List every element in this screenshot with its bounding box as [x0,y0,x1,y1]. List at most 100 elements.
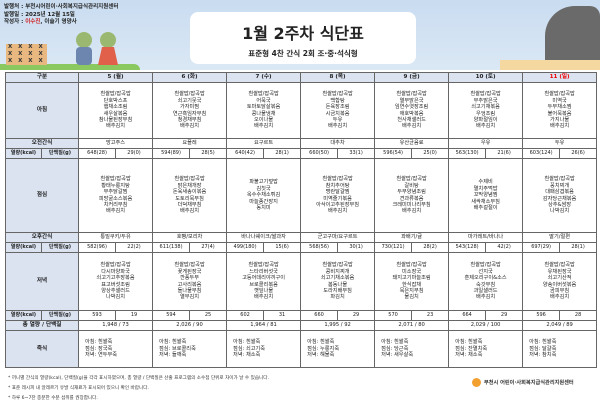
menu-item: 열무김치 [179,294,200,301]
menu-item: 청경채무침 [177,116,202,123]
menu-item: 치커리무침 [103,201,128,208]
pm-snack-item: 호빵/보리차 [152,232,228,243]
am-snack-item: 대추차 [300,138,376,149]
menu-item: 배추겉절이 [473,205,498,212]
kcal-value: 594 [152,310,191,321]
menu-item: 아삭이고추된장무침 [316,201,360,208]
am-snack-item: 두유 [522,138,598,149]
menu-item: 어묵국 [256,97,271,104]
menu-item: 피망굴소스볶음 [98,195,133,202]
total-value: 1,964 / 81 [226,320,302,331]
dinner-menu: 흰쌀밥/잡곡밥 미소장국 돼지고기마늘조림 한식잡채 묵은지무침 물김치 [374,252,450,311]
header-banner: 발행처 : 부천시어린이·사회복지급식관리지원센터 발행일 : 2025년 12… [0,0,600,70]
calendar-marks: X X X X X X X X X X X X [6,44,47,65]
day-header: 5 (월) [78,72,154,83]
menu-item: 천사채샐러드 [397,116,426,123]
menu-item: 느타리버섯국 [249,268,278,275]
menu-item: 물김치 [404,294,419,301]
menu-item: 흰쌀밥/잡곡밥 [544,176,575,183]
kcal-value: 593 [78,310,117,321]
protein-value: 28(1) [263,148,302,159]
menu-item: 백합탕 [330,97,345,104]
menu-item: 두부양념조림 [397,189,426,196]
menu-item: 연근흑임자무침 [172,110,207,117]
pm-snack-item: 바나나쉐이크/쌀과자 [226,232,302,243]
smile-logo-icon [472,378,481,387]
protein-value: 23 [411,310,450,321]
menu-item: 배추김치 [550,294,570,301]
row-label-dinner: 저녁 [4,252,80,311]
protein-value: 42(2) [485,242,524,253]
protein-value: 28(5) [189,148,228,159]
menu-item: 갈비탕 [404,182,419,189]
row-label-pm-snack: 오후간식 [4,232,80,243]
porridge-item: 아침: 흰쌀죽 [307,339,335,346]
porridge-menu: 아침: 흰쌀죽 점심: 누룽지죽 저녁: 해물죽 [300,330,376,368]
menu-item: 브로콜리볶음 [249,281,278,288]
menu-item: 쇠고기채소볶음 [320,275,355,282]
menu-item: 가자미찜 [179,104,200,111]
day-header: 11 (일) [522,72,598,83]
menu-item: 더덕채무침 [177,201,202,208]
row-label-total: 총 열량 / 단백질 [4,320,80,331]
menu-item: 숙갓무침 [476,281,496,288]
kcal-value: 603(124) [522,148,561,159]
kcal-value: 660(50) [300,148,339,159]
menu-item: 흰쌀밥/잡곡밥 [396,262,427,269]
menu-item: 옥수수채소튀김 [246,192,281,199]
menu-item: 오이나물 [254,116,274,123]
menu-item: 다시마양파국 [101,268,130,275]
menu-item: 쇠고기채볶음 [471,104,500,111]
menu-item: 미소장국 [402,268,422,275]
lunch-menu: 흰쌀밥/잡곡밥 황태누룽지탕 부추닭갈찜 피망굴소스볶음 치커리무침 배추김치 [78,158,154,233]
page-title: 1월 2주차 식단표 [242,24,364,43]
pm-snack-item: 딸기/절편 [522,232,598,243]
menu-item: 동치미 [256,205,271,212]
menu-item: 미역줄기볶음 [323,195,352,202]
protein-value: 26(6) [559,148,598,159]
breakfast-menu: 흰쌀밥/잡곡밥 어묵국 토마토닭살볶음 콩나물냉채 오이나물 배추김치 [226,82,302,139]
porridge-item: 점심: 달걀죽 [529,345,557,352]
pm-snack-item: 통밀쿠키/두유 [78,232,154,243]
menu-item: 명란달걀찜 [325,189,350,196]
total-value: 1,995 / 92 [300,320,376,331]
menu-item: 불어묵볶음 [547,110,572,117]
menu-item: 깻잎나물 [254,287,274,294]
breakfast-menu: 흰쌀밥/잡곡밥 열무맑은국 임연수엿장조림 애호박볶음 천사채샐러드 배추김치 [374,82,450,139]
menu-item: 멸치주먹밥 [473,185,498,192]
kcal-value: 582(96) [78,242,117,253]
menu-item: 흰쌀밥/잡곡밥 [544,262,575,269]
porridge-item: 아침: 흰쌀죽 [455,339,483,346]
menu-item: 나박김치 [550,208,570,215]
menu-item: 배추김치 [476,294,496,301]
kcal-value: 664 [448,310,487,321]
menu-item: 두유 [332,116,343,123]
footnote: * 표준 레시피 내 알레르기 유발 식재료가 표시되어 있으니 확인 바랍니다… [8,386,149,391]
menu-item: 흰쌀밥/잡곡밥 [174,91,205,98]
protein-label: 단백질(g) [40,148,80,159]
menu-item: 흰쌀밥/잡곡밥 [100,262,131,269]
dinner-menu: 흰쌀밥/잡곡밥 꽃게된장국 깐풍두부 고사리볶음 돌나물무침 열무김치 [152,252,228,311]
breakfast-menu: 흰쌀밥/잡곡밥 부추맑은국 쇠고기채볶음 우엉조림 양파절임이 배추김치 [448,82,524,139]
kcal-value: 570 [374,310,413,321]
protein-value: 19 [115,310,154,321]
menu-item: 배추김치 [179,208,200,215]
porridge-menu: 아침: 흰쌀죽 점심: 달걀죽 저녁: 참치죽 [522,330,598,368]
menu-item: 유채된장국 [547,268,572,275]
menu-item: 흰쌀밥/잡곡밥 [100,176,131,183]
menu-item: 시금치볶음 [325,110,350,117]
protein-value: 29(0) [115,148,154,159]
lunch-menu: 흰쌀밥/잡곡밥 갈비탕 두부양념조림 견과류볶음 크레미미나리무침 배추김치 [374,158,450,233]
porridge-item: 점심: 쇠고기죽 [233,345,266,352]
menu-item: 배추김치 [254,123,274,130]
menu-item: 배추김치 [402,208,422,215]
menu-item: 쇠고기산적 [547,275,572,282]
mountain-illustration [545,6,600,70]
protein-value: 28(1) [559,242,598,253]
porridge-menu: 아침: 흰쌀죽 점심: 장국죽 저녁: 연두부죽 [78,330,154,368]
lunch-menu: 파불고기덮밥 김칫국 옥수수채소튀김 마늘종간장지 동치미 [226,158,302,233]
menu-item: 표고버섯조림 [101,281,130,288]
menu-item: 과일샐러드 [473,287,498,294]
menu-item: 상추&쌈장 [548,201,572,208]
menu-item: 돈육장조림 [325,104,350,111]
